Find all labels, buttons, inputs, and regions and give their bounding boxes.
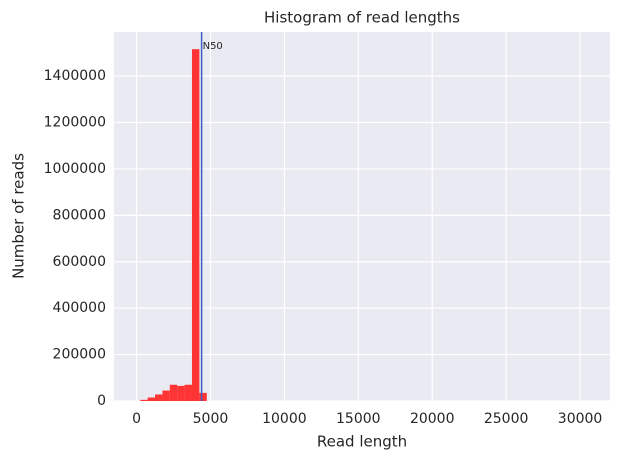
bar	[191, 49, 200, 401]
plot-area	[114, 32, 610, 401]
x-tick-label: 5000	[193, 411, 229, 427]
bar	[199, 392, 207, 401]
bar	[177, 385, 185, 401]
y-tick-label: 800000	[53, 207, 106, 223]
bar	[147, 397, 156, 401]
y-tick-label: 1000000	[44, 161, 106, 177]
x-tick-label: 15000	[336, 411, 381, 427]
y-tick-label: 200000	[53, 347, 106, 363]
bar	[162, 390, 170, 401]
y-tick-label: 1200000	[44, 115, 106, 131]
x-tick-label: 10000	[262, 411, 307, 427]
y-tick-label: 400000	[53, 300, 106, 316]
chart-title: Histogram of read lengths	[264, 9, 460, 27]
y-tick-label: 0	[97, 393, 106, 409]
bar	[184, 384, 192, 401]
annotation: N50	[203, 41, 223, 52]
bar	[169, 384, 178, 401]
x-tick-label: 0	[132, 411, 141, 427]
x-tick-label: 30000	[558, 411, 603, 427]
bar	[155, 394, 163, 401]
bar	[140, 399, 148, 401]
x-tick-label: 25000	[484, 411, 529, 427]
x-tick-label: 20000	[410, 411, 455, 427]
y-tick-label: 600000	[53, 254, 106, 270]
y-tick-label: 1400000	[44, 68, 106, 84]
x-axis-label: Read length	[317, 433, 407, 451]
y-axis-label: Number of reads	[10, 153, 28, 279]
